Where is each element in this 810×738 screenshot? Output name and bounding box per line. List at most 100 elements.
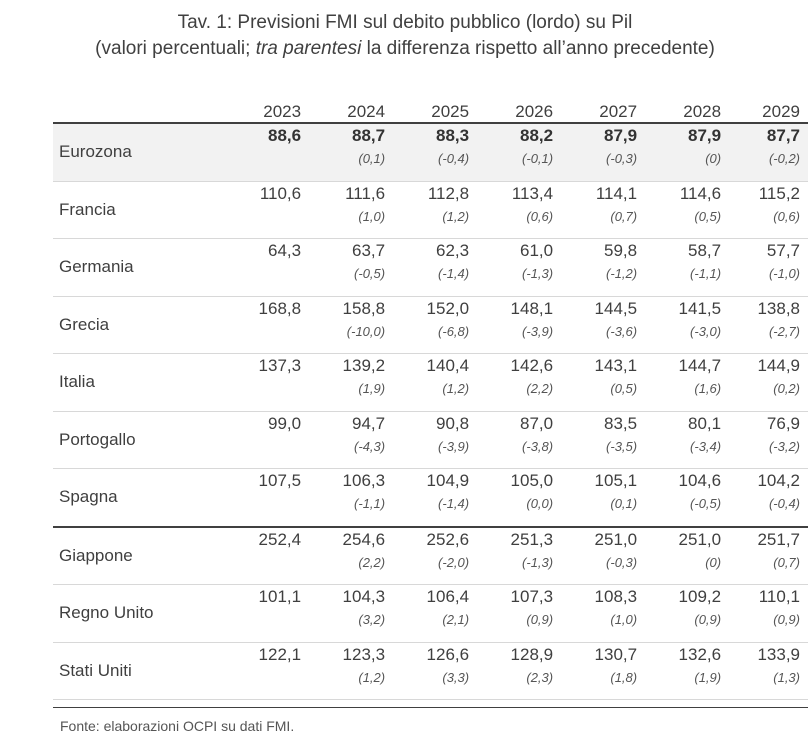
value-cell: 88,6 xyxy=(225,123,310,181)
yoy-difference: (1,2) xyxy=(442,208,470,224)
yoy-difference: (0,7) xyxy=(610,208,638,224)
debt-value: 101,1 xyxy=(258,587,302,606)
debt-forecast-table: 2023 2024 2025 2026 2027 2028 2029 Euroz… xyxy=(53,96,808,700)
debt-value: 251,0 xyxy=(594,529,638,549)
value-cell: 99,0 xyxy=(225,411,310,469)
value-cell: 59,8 (-1,2) xyxy=(561,238,646,296)
value-cell: 110,6 xyxy=(225,181,310,239)
debt-value: 112,8 xyxy=(427,183,470,203)
value-cell: 104,9 (-1,4) xyxy=(393,468,478,527)
yoy-difference: (0,6) xyxy=(773,208,800,224)
value-cell: 109,2 (0,9) xyxy=(645,584,730,642)
value-cell: 63,7 (-0,5) xyxy=(309,238,394,296)
value-cell: 87,9 (0) xyxy=(645,123,730,181)
value-cell: 152,0 (-6,8) xyxy=(393,296,478,354)
debt-value: 106,4 xyxy=(426,587,470,606)
value-cell: 62,3 (-1,4) xyxy=(393,238,478,296)
value-cell: 104,6 (-0,5) xyxy=(645,468,730,527)
debt-value: 88,2 xyxy=(520,126,554,145)
yoy-difference: (3,2) xyxy=(358,612,386,627)
yoy-difference: (0) xyxy=(705,554,722,570)
debt-value: 58,7 xyxy=(688,241,722,260)
value-cell: 158,8 (-10,0) xyxy=(309,296,394,354)
debt-value: 57,7 xyxy=(766,241,800,260)
value-cell: 138,8 (-2,7) xyxy=(729,296,808,354)
debt-value: 137,3 xyxy=(258,356,302,375)
yoy-difference: (-1,4) xyxy=(438,496,470,511)
country-name: Portogallo xyxy=(53,411,226,469)
yoy-difference: (-3,8) xyxy=(522,438,554,454)
debt-value: 94,7 xyxy=(352,413,386,433)
header-row: 2023 2024 2025 2026 2027 2028 2029 xyxy=(53,96,808,123)
yoy-difference: (2,3) xyxy=(526,669,554,685)
yoy-difference: (-0,3) xyxy=(606,554,638,570)
debt-value: 130,7 xyxy=(594,644,638,664)
debt-value: 88,6 xyxy=(268,126,302,145)
yoy-difference: (-0,5) xyxy=(354,266,386,281)
debt-value: 252,6 xyxy=(426,529,470,549)
country-name: Italia xyxy=(53,353,226,411)
value-cell: 83,5 (-3,5) xyxy=(561,411,646,469)
debt-value: 87,9 xyxy=(688,126,722,145)
country-name: Francia xyxy=(53,181,226,239)
value-cell: 88,3 (-0,4) xyxy=(393,123,478,181)
debt-value: 109,2 xyxy=(678,587,722,606)
header-year: 2024 xyxy=(347,102,386,121)
value-cell: 107,3 (0,9) xyxy=(477,584,562,642)
country-name: Eurozona xyxy=(53,123,226,181)
yoy-difference: (-3,5) xyxy=(606,438,638,454)
debt-value: 104,6 xyxy=(678,471,722,490)
yoy-difference: (0,9) xyxy=(773,612,800,627)
debt-value: 132,6 xyxy=(678,644,722,664)
debt-value: 141,5 xyxy=(678,298,722,318)
yoy-difference: (-1,4) xyxy=(438,266,470,281)
value-cell: 104,2 (-0,4) xyxy=(729,468,808,527)
yoy-difference: (-1,0) xyxy=(768,266,800,281)
value-cell: 252,6 (-2,0) xyxy=(393,526,478,585)
value-cell: 104,3 (3,2) xyxy=(309,584,394,642)
value-cell: 251,7 (0,7) xyxy=(729,526,808,585)
debt-value: 251,3 xyxy=(510,529,554,549)
value-cell: 144,9 (0,2) xyxy=(729,353,808,411)
country-name: Spagna xyxy=(53,468,226,527)
subtitle-emphasis: tra parentesi xyxy=(255,38,362,59)
value-cell: 111,6 (1,0) xyxy=(309,181,394,239)
value-cell: 130,7 (1,8) xyxy=(561,642,646,700)
yoy-difference: (-6,8) xyxy=(438,323,470,339)
debt-value: 251,0 xyxy=(678,529,722,549)
value-cell: 140,4 (1,2) xyxy=(393,353,478,411)
yoy-difference: (1,2) xyxy=(442,381,470,396)
value-cell: 110,1 (0,9) xyxy=(729,584,808,642)
yoy-difference: (1,0) xyxy=(610,612,638,627)
table-row: Eurozona 88,6 88,7 (0,1) 88,3 (-0,4) 88,2 (-0,1… xyxy=(53,123,808,181)
value-cell: 251,0 (0) xyxy=(645,526,730,585)
debt-value: 83,5 xyxy=(604,413,638,433)
table-row: Portogallo 99,0 94,7 (-4,3) 90,8 (-3,9) 87,0 (-… xyxy=(53,411,808,469)
value-cell: 251,0 (-0,3) xyxy=(561,526,646,585)
country-name: Giappone xyxy=(53,526,226,585)
value-cell: 168,8 xyxy=(225,296,310,354)
value-cell: 254,6 (2,2) xyxy=(309,526,394,585)
debt-value: 251,7 xyxy=(757,529,800,549)
header-country xyxy=(53,96,225,123)
yoy-difference: (-1,3) xyxy=(522,266,554,281)
bottom-rule xyxy=(53,707,808,708)
yoy-difference: (0,9) xyxy=(526,612,554,627)
yoy-difference: (-10,0) xyxy=(346,323,386,339)
debt-value: 115,2 xyxy=(758,183,800,203)
debt-value: 152,0 xyxy=(426,298,470,318)
table-row: Grecia 168,8 158,8 (-10,0) 152,0 (-6,8) 148,1 (… xyxy=(53,296,808,354)
value-cell: 61,0 (-1,3) xyxy=(477,238,562,296)
header-year: 2026 xyxy=(515,102,554,121)
value-cell: 139,2 (1,9) xyxy=(309,353,394,411)
debt-value: 139,2 xyxy=(342,356,386,375)
value-cell: 132,6 (1,9) xyxy=(645,642,730,700)
value-cell: 144,5 (-3,6) xyxy=(561,296,646,354)
header-year: 2029 xyxy=(762,102,800,121)
debt-value: 144,7 xyxy=(678,356,722,375)
yoy-difference: (1,6) xyxy=(694,381,722,396)
yoy-difference: (-0,5) xyxy=(690,496,722,511)
debt-value: 111,6 xyxy=(345,183,386,203)
yoy-difference: (2,2) xyxy=(358,554,386,570)
value-cell: 88,7 (0,1) xyxy=(309,123,394,181)
